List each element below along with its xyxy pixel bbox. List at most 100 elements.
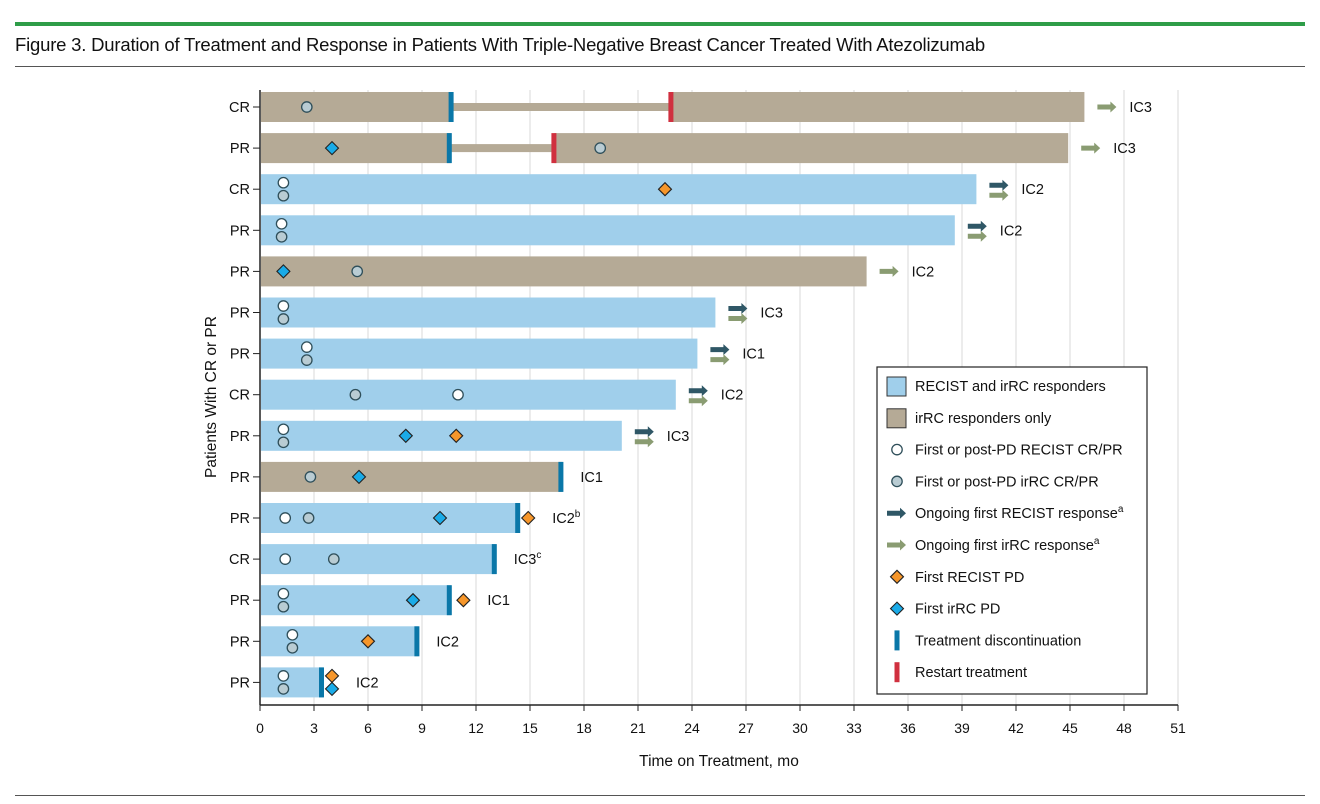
recist-pd-diamond [324, 668, 340, 684]
recist-irrc-bar [261, 544, 496, 575]
ongoing-irrc-arrow [728, 313, 748, 324]
irrc-only-bar [671, 92, 1085, 122]
recist-response-circle [300, 341, 313, 353]
recist-response-circle [452, 388, 464, 401]
discontinuation-mark [414, 626, 420, 657]
legend-text: First RECIST PD [915, 570, 1024, 586]
patient-row: PR IC1 [230, 461, 603, 492]
x-tick-label: 33 [846, 720, 862, 736]
legend-text: Restart treatment [915, 665, 1027, 681]
irrc-only-bar [554, 133, 1069, 164]
ic-value: IC3 [514, 552, 537, 568]
legend-label: Ongoing first irRC responsea [915, 536, 1100, 554]
response-label: PR [230, 470, 250, 486]
legend-text: First or post-PD RECIST CR/PR [915, 443, 1123, 459]
ic-value: IC2 [1000, 223, 1023, 239]
irrc-pd-diamond [324, 140, 340, 156]
legend: RECIST and irRC responders irRC responder… [876, 366, 1148, 695]
legend-text: First or post-PD irRC CR/PR [915, 474, 1099, 490]
ongoing-irrc-arrow [879, 265, 899, 277]
recist-pd-diamond [360, 634, 376, 649]
patient-row: PR IC2 [230, 256, 934, 287]
irrc-response-circle [277, 189, 290, 202]
discontinuation-mark [319, 667, 324, 698]
x-tick-label: 51 [1170, 720, 1186, 736]
legend-text: irRC responders only [915, 411, 1052, 427]
x-tick-label: 6 [364, 720, 372, 736]
recist-irrc-bar [261, 297, 716, 328]
response-label: PR [230, 306, 250, 322]
irrc-pd-diamond [405, 592, 421, 608]
response-label: PR [230, 634, 250, 650]
ic-label: IC1 [487, 593, 510, 609]
irrc-pd-diamond [351, 469, 367, 485]
recist-irrc-bar [261, 667, 323, 698]
patient-row: PR IC2b [230, 503, 581, 533]
ic-value: IC2 [552, 511, 575, 527]
recist-pd-diamond [520, 510, 536, 526]
response-label: PR [230, 347, 250, 363]
irrc-response-circle [594, 142, 607, 154]
legend-recist-arrow [887, 507, 906, 519]
recist-response-circle [275, 217, 288, 230]
response-label: PR [230, 141, 250, 157]
x-tick-label: 42 [1008, 720, 1024, 736]
recist-response-circle [277, 423, 290, 436]
ongoing-irrc-arrow [634, 436, 654, 448]
ic-label: IC2 [1000, 223, 1023, 239]
treatment-gap-bar [452, 103, 671, 111]
ic-label: IC3 [1129, 100, 1152, 116]
legend-swatch-irrc [886, 408, 907, 429]
irrc-response-circle [277, 313, 290, 325]
x-tick-label: 45 [1062, 720, 1078, 736]
response-label: CR [229, 388, 250, 404]
irrc-response-circle [304, 471, 317, 483]
x-tick-label: 12 [468, 720, 484, 736]
x-tick-label: 18 [576, 720, 592, 736]
x-tick-label: 30 [792, 720, 808, 736]
legend-label: First irRC PD [915, 602, 1000, 618]
recist-irrc-bar [261, 338, 698, 369]
ic-label: IC1 [580, 470, 603, 486]
irrc-pd-diamond [276, 264, 291, 279]
irrc-response-circle [300, 101, 313, 113]
title-divider [15, 66, 1305, 67]
irrc-pd-diamond [432, 510, 448, 526]
legend-text: First irRC PD [915, 602, 1000, 618]
footnote-mark: a [1094, 536, 1100, 547]
patient-row: PR IC2 [230, 667, 379, 698]
y-axis-label: Patients With CR or PR [203, 316, 220, 478]
irrc-only-bar [261, 133, 451, 164]
accent-bar [15, 22, 1305, 26]
irrc-response-circle [300, 354, 313, 366]
ic-value: IC2 [356, 675, 379, 691]
patient-row: CR IC3 [229, 92, 1152, 122]
recist-response-circle [277, 176, 290, 189]
recist-response-circle [277, 300, 290, 312]
patient-row: PR IC1 [230, 585, 510, 616]
patient-row: PR IC3 [230, 133, 1136, 164]
legend-label: First RECIST PD [915, 570, 1024, 586]
ongoing-recist-arrow [967, 220, 987, 232]
x-tick-label: 24 [684, 720, 700, 736]
ongoing-irrc-arrow [967, 230, 987, 242]
ic-label: IC3 [1113, 141, 1136, 157]
ongoing-irrc-arrow [1081, 142, 1101, 154]
recist-irrc-bar [261, 420, 622, 451]
x-tick-label: 27 [738, 720, 754, 736]
recist-irrc-bar [261, 626, 419, 657]
irrc-response-circle [302, 512, 315, 524]
recist-irrc-bar [261, 585, 451, 616]
x-tick-label: 3 [310, 720, 318, 736]
response-label: PR [230, 223, 250, 239]
legend-label: Restart treatment [915, 665, 1027, 681]
ic-label: IC3 [760, 306, 783, 322]
ic-value: IC3 [760, 306, 783, 322]
irrc-response-circle [275, 230, 288, 243]
irrc-pd-diamond [398, 428, 414, 444]
patient-row: PR IC3 [230, 420, 689, 451]
ic-value: IC2 [721, 388, 744, 404]
ic-value: IC1 [580, 470, 603, 486]
x-tick-label: 9 [418, 720, 426, 736]
